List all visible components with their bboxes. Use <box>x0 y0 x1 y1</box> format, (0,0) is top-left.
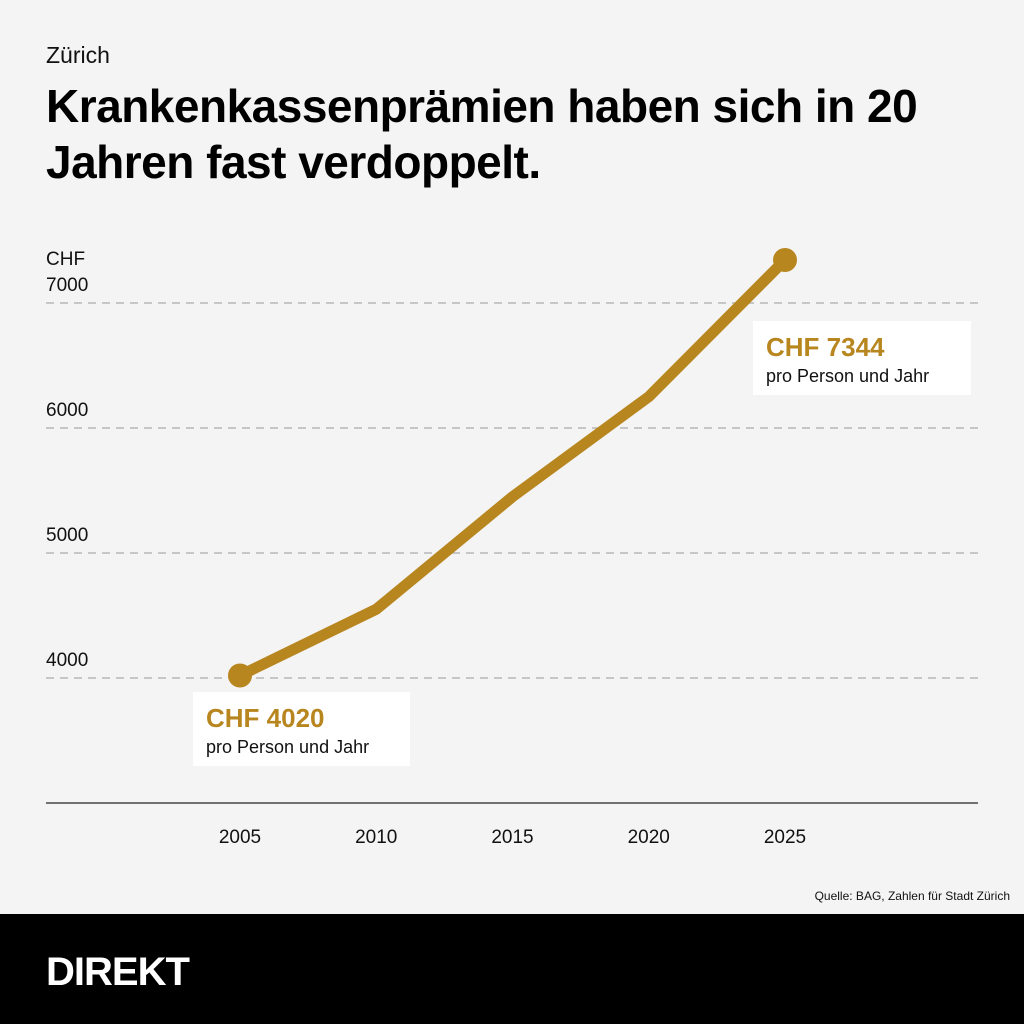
y-axis-unit-label: CHF <box>46 249 85 270</box>
source-note: Quelle: BAG, Zahlen für Stadt Zürich <box>814 889 1010 903</box>
annotation-2025: CHF 7344 pro Person und Jahr <box>753 321 971 395</box>
series-line <box>234 254 791 681</box>
y-tick-label-6000: 6000 <box>46 400 88 421</box>
brand-logo: DIREKT <box>46 950 190 994</box>
annotation-box-2025 <box>753 321 971 395</box>
data-point-2005 <box>228 663 252 688</box>
y-tick-label-5000: 5000 <box>46 525 88 546</box>
annotation-value-2025: CHF 7344 <box>766 332 885 362</box>
annotation-caption-2005: pro Person und Jahr <box>206 737 369 757</box>
annotation-box-2005 <box>193 692 410 766</box>
y-tick-label-4000: 4000 <box>46 650 88 671</box>
footer-bar: DIREKT <box>0 914 1024 1024</box>
data-point-2025 <box>773 248 797 272</box>
x-tick-label-2015: 2015 <box>491 827 533 848</box>
y-tick-label-7000: 7000 <box>46 275 88 296</box>
annotation-2005: CHF 4020 pro Person und Jahr <box>193 692 410 766</box>
x-tick-label-2020: 2020 <box>628 827 670 848</box>
chart-title: Krankenkassenprämien haben sich in 20 Ja… <box>46 80 918 188</box>
x-tick-label-2005: 2005 <box>219 827 261 848</box>
x-tick-label-2025: 2025 <box>764 827 806 848</box>
annotation-caption-2025: pro Person und Jahr <box>766 366 929 386</box>
x-tick-label-2010: 2010 <box>355 827 397 848</box>
kicker-location: Zürich <box>46 42 110 68</box>
annotation-value-2005: CHF 4020 <box>206 703 325 733</box>
